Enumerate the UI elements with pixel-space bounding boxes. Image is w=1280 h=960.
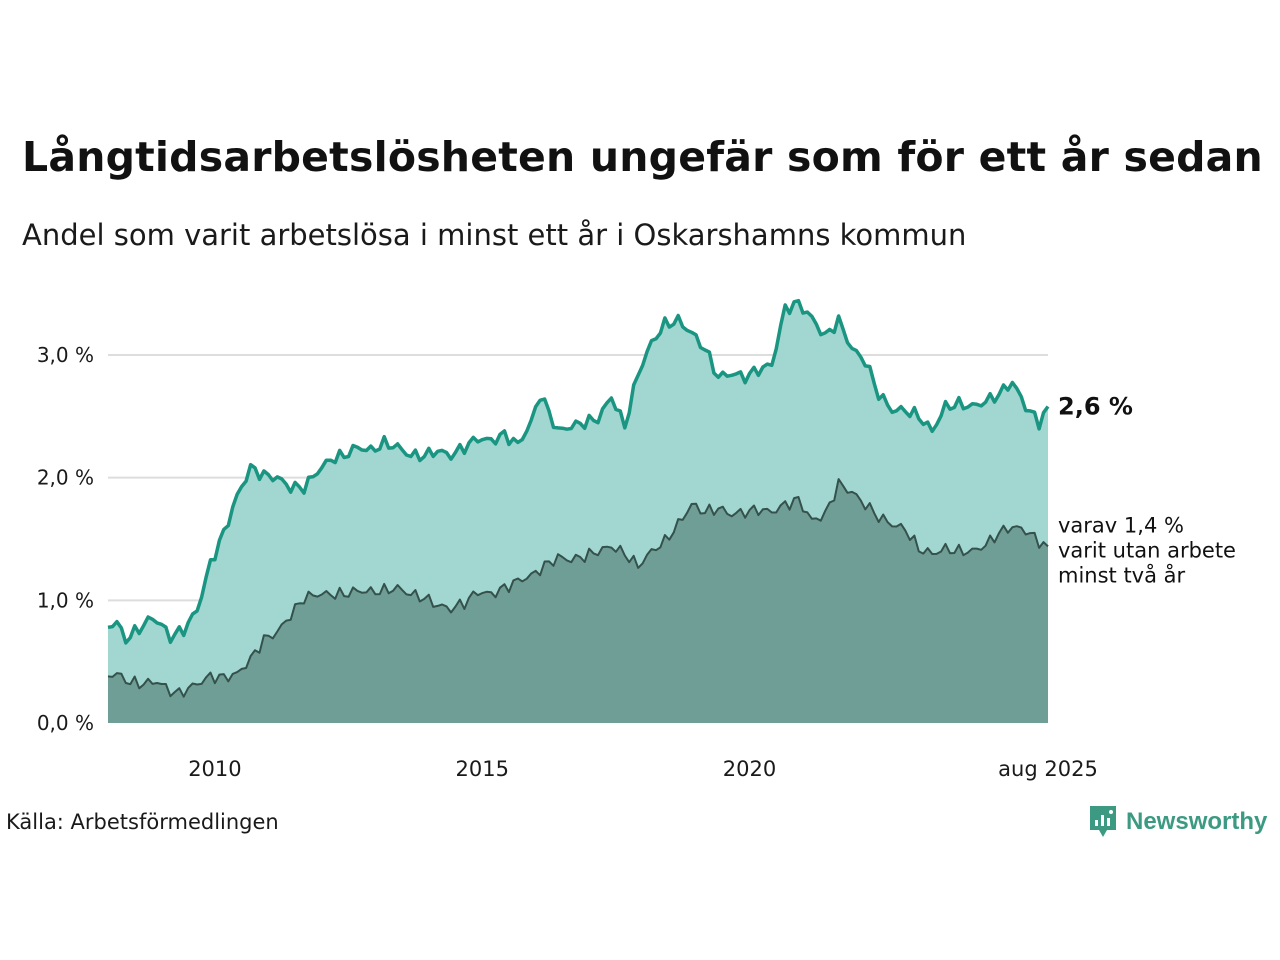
brand-logo[interactable]: Newsworthy — [1088, 804, 1267, 840]
brand-name: Newsworthy — [1126, 808, 1268, 835]
newsworthy-logo-icon — [1090, 806, 1116, 837]
y-axis-labels: 0,0 % 1,0 % 2,0 % 3,0 % — [37, 343, 94, 735]
x-tick-label: 2020 — [723, 757, 776, 781]
annotation-line: varav 1,4 % — [1058, 513, 1184, 537]
y-tick-label: 0,0 % — [37, 711, 94, 735]
x-tick-label: 2015 — [455, 757, 508, 781]
source-note: Källa: Arbetsförmedlingen — [6, 810, 279, 834]
x-axis-labels: 2010 2015 2020 aug 2025 — [188, 757, 1098, 781]
annotation-line: varit utan arbete — [1058, 538, 1236, 562]
y-tick-label: 2,0 % — [37, 466, 94, 490]
x-tick-label: 2010 — [188, 757, 241, 781]
series-2-annotation: varav 1,4 % varit utan arbete minst två år — [1058, 513, 1236, 587]
chart-title: Långtidsarbetslösheten ungefär som för e… — [22, 133, 1263, 181]
y-tick-label: 1,0 % — [37, 588, 94, 612]
series-1-line — [107, 298, 1050, 645]
chart-subtitle: Andel som varit arbetslösa i minst ett å… — [22, 218, 967, 252]
annotation-line: minst två år — [1058, 562, 1186, 587]
y-tick-label: 3,0 % — [37, 343, 94, 367]
series-2-area — [108, 479, 1048, 723]
x-tick-label: aug 2025 — [998, 757, 1098, 781]
end-value-label: 2,6 % — [1058, 393, 1133, 421]
series-2-line — [107, 478, 1049, 698]
